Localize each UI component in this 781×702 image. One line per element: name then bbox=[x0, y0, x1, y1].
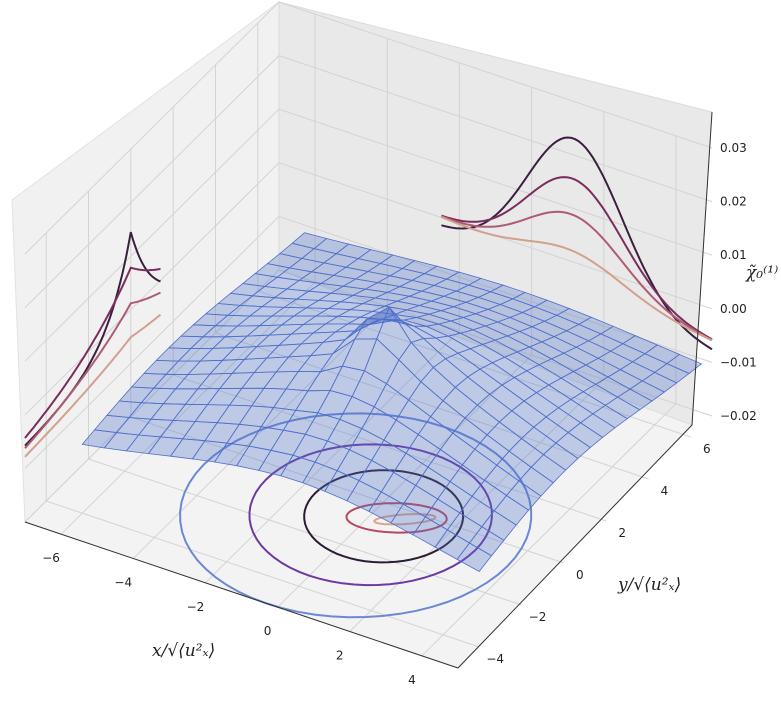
svg-text:x/√⟨u²ₓ⟩: x/√⟨u²ₓ⟩ bbox=[152, 641, 215, 661]
z-tick-label: −0.02 bbox=[720, 409, 757, 423]
projection-right-3 bbox=[441, 216, 713, 342]
gridline-z bbox=[24, 55, 713, 308]
contour-level-3 bbox=[303, 469, 465, 564]
x-tick-label: −2 bbox=[187, 600, 205, 614]
y-axis-line bbox=[457, 424, 693, 669]
x-ticks: −6 −4 −2 0 2 4 bbox=[42, 551, 416, 687]
y-tick-label: −2 bbox=[529, 610, 547, 624]
svg-text:y/√⟨u²ₓ⟩: y/√⟨u²ₓ⟩ bbox=[617, 575, 681, 595]
z-tick-label: 0.01 bbox=[720, 248, 747, 262]
z-ticks: −0.02 −0.01 0.00 0.01 0.02 0.03 bbox=[720, 141, 757, 423]
y-ticks: −4 −2 0 2 4 6 bbox=[486, 442, 710, 666]
z-tick-label: 0.02 bbox=[720, 195, 747, 209]
gridline-z bbox=[24, 108, 713, 362]
left-wall-projections bbox=[24, 231, 162, 458]
y-tick-label: −4 bbox=[486, 652, 504, 666]
y-tick-label: 6 bbox=[703, 442, 711, 456]
surface-cell bbox=[291, 232, 328, 250]
projection-left-2 bbox=[24, 291, 161, 449]
gridline-z bbox=[24, 269, 713, 523]
contour-level-2 bbox=[248, 443, 493, 587]
y-tick-label: 0 bbox=[576, 568, 584, 582]
z-axis-line bbox=[691, 111, 713, 426]
x-axis-label: x/√⟨u²ₓ⟩ bbox=[152, 641, 215, 661]
projection-right-0 bbox=[441, 136, 713, 351]
x-axis-line bbox=[24, 521, 459, 669]
x-tick-label: −4 bbox=[114, 576, 132, 590]
z-tick-label: −0.01 bbox=[720, 355, 757, 369]
contour-level-5 bbox=[373, 513, 437, 526]
projection-left-1 bbox=[24, 266, 161, 439]
right-wall-projections bbox=[441, 136, 713, 351]
z-axis-label: χ̃₀⁽¹⁾ bbox=[745, 263, 778, 283]
projection-right-2 bbox=[441, 210, 713, 341]
svg-text:χ̃₀⁽¹⁾: χ̃₀⁽¹⁾ bbox=[745, 263, 778, 283]
contour-level-1 bbox=[179, 412, 533, 619]
x-tick-label: 4 bbox=[408, 673, 416, 687]
x-tick-label: 0 bbox=[264, 624, 272, 638]
surface-mesh bbox=[81, 232, 703, 573]
projection-left-3 bbox=[24, 313, 162, 458]
y-tick-label: 4 bbox=[661, 484, 669, 498]
gridline-z bbox=[24, 162, 713, 416]
y-axis-label: y/√⟨u²ₓ⟩ bbox=[617, 575, 681, 595]
z-tick-label: 0.00 bbox=[720, 302, 747, 316]
y-tick-label: 2 bbox=[618, 526, 626, 540]
z-tick-label: 0.03 bbox=[720, 141, 747, 155]
gridline-z bbox=[24, 215, 713, 469]
x-tick-label: 2 bbox=[336, 649, 344, 663]
x-tick-label: −6 bbox=[42, 551, 60, 565]
projection-right-1 bbox=[441, 176, 713, 341]
gridline-z bbox=[24, 1, 713, 255]
grid-lines bbox=[24, 1, 713, 657]
